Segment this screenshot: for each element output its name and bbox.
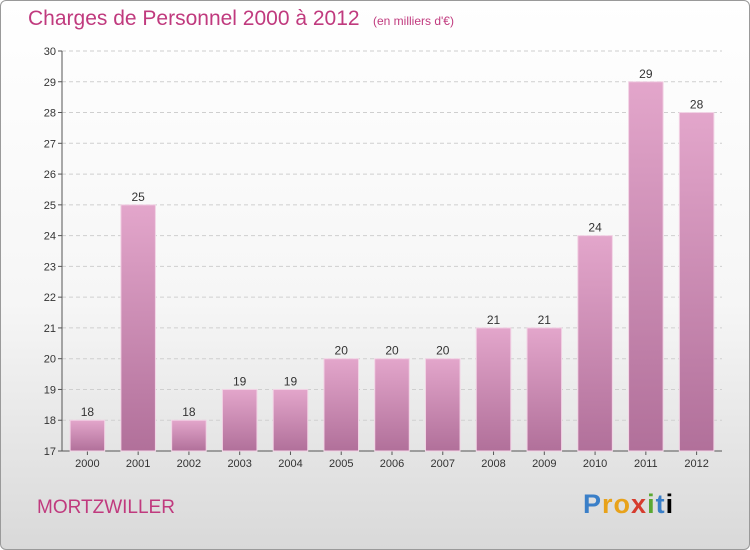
y-tick-label: 29 xyxy=(44,77,56,89)
bar xyxy=(120,204,156,452)
y-tick-label: 18 xyxy=(44,415,56,427)
bar xyxy=(475,327,512,452)
x-tick-label: 2001 xyxy=(126,458,150,470)
x-tick-label: 2005 xyxy=(329,458,353,470)
x-tick-label: 2010 xyxy=(583,458,607,470)
data-label: 19 xyxy=(284,374,298,388)
data-label: 28 xyxy=(690,98,704,112)
logo-letter: r xyxy=(602,489,614,519)
data-label: 25 xyxy=(131,190,145,204)
commune-name: MORTZWILLER xyxy=(37,497,175,518)
bar xyxy=(69,419,106,452)
chart-title: Charges de Personnel 2000 à 2012 xyxy=(28,7,360,30)
data-label: 18 xyxy=(81,405,95,419)
x-tick-label: 2002 xyxy=(177,458,201,470)
data-label: 21 xyxy=(538,313,552,327)
x-tick-label: 2011 xyxy=(634,458,658,470)
logo-letter: i xyxy=(647,489,656,519)
data-label: 20 xyxy=(335,344,349,358)
y-tick-label: 21 xyxy=(44,323,56,335)
bar xyxy=(628,81,664,452)
bar xyxy=(272,388,309,452)
data-label: 29 xyxy=(639,67,653,81)
y-tick-label: 23 xyxy=(44,261,56,273)
y-tick-label: 20 xyxy=(44,354,56,366)
y-tick-label: 27 xyxy=(44,138,56,150)
data-label: 20 xyxy=(385,344,399,358)
data-label: 18 xyxy=(182,405,196,419)
bar xyxy=(374,358,410,452)
data-label: 19 xyxy=(233,374,247,388)
bar xyxy=(425,358,461,452)
x-tick-label: 2009 xyxy=(532,458,556,470)
labels: 2000 18 2001 25 2002 18 2003 19 2004 19 2005 20 2006… xyxy=(75,67,709,470)
y-tick-label: 28 xyxy=(44,108,56,120)
y-tick-label: 17 xyxy=(44,446,56,458)
y-tick-label: 25 xyxy=(44,200,56,212)
x-tick-label: 2006 xyxy=(380,458,404,470)
bar xyxy=(171,419,207,452)
y-tick-label: 19 xyxy=(44,384,56,396)
x-tick-label: 2003 xyxy=(227,458,251,470)
bar xyxy=(221,388,258,452)
logo-letter: i xyxy=(665,489,675,519)
x-tick-label: 2000 xyxy=(75,458,99,470)
logo-letter: t xyxy=(655,489,666,519)
logo-letter: o xyxy=(613,489,632,519)
bar xyxy=(577,235,613,452)
proxiti-logo[interactable]: Proxiti xyxy=(583,489,674,520)
logo-letter: P xyxy=(583,489,603,519)
data-label: 20 xyxy=(436,344,450,358)
x-tick-label: 2008 xyxy=(481,458,505,470)
data-label: 24 xyxy=(588,221,602,235)
y-tick-label: 24 xyxy=(44,231,56,243)
x-tick-label: 2004 xyxy=(278,458,302,470)
bars xyxy=(69,81,715,452)
y-tick-label: 22 xyxy=(44,292,56,304)
logo-letter: x xyxy=(631,489,648,519)
bar xyxy=(323,358,359,452)
chart-subtitle: (en milliers d'€) xyxy=(373,14,454,28)
data-label: 21 xyxy=(487,313,501,327)
y-tick-label: 26 xyxy=(44,169,56,181)
x-tick-label: 2007 xyxy=(431,458,455,470)
bar xyxy=(526,327,563,452)
x-tick-label: 2012 xyxy=(684,458,708,470)
y-tick-label: 30 xyxy=(44,46,56,58)
bar xyxy=(678,112,715,452)
